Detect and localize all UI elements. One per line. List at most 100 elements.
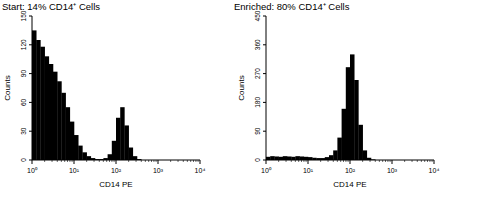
x-minor-tick: [145, 160, 146, 162]
y-tick: [29, 131, 32, 132]
x-minor-tick: [337, 160, 338, 162]
x-minor-tick: [94, 160, 95, 162]
x-minor-tick: [128, 160, 129, 162]
bar: [300, 156, 304, 160]
figure: Start: 14% CD14⁺ Cells030609012015010⁰10…: [0, 0, 500, 204]
x-minor-tick: [148, 160, 149, 162]
y-tick-label: 180: [254, 97, 261, 108]
y-tick-label: 120: [20, 39, 27, 50]
bar: [70, 122, 75, 160]
x-tick: [350, 160, 351, 164]
y-tick-label: 90: [20, 70, 27, 78]
x-minor-tick: [195, 160, 196, 162]
bar: [333, 150, 337, 160]
bar: [133, 156, 138, 160]
x-minor-tick: [301, 160, 302, 162]
bar: [329, 155, 334, 160]
x-minor-tick: [153, 160, 154, 162]
x-minor-tick: [156, 160, 157, 162]
chart-title: Start: 14% CD14⁺ Cells: [2, 1, 100, 12]
y-tick: [263, 102, 266, 103]
x-minor-tick: [103, 160, 104, 162]
x-tick: [116, 160, 117, 164]
bar: [283, 156, 288, 160]
x-minor-tick: [404, 160, 405, 162]
x-minor-tick: [429, 160, 430, 162]
x-minor-tick: [345, 160, 346, 162]
histogram-panel: Enriched: 80% CD14⁺ Cells090180270360450…: [234, 1, 439, 189]
x-minor-tick: [151, 160, 152, 162]
x-minor-tick: [72, 160, 73, 162]
bar: [32, 30, 37, 160]
x-minor-tick: [421, 160, 422, 162]
x-tick: [308, 160, 309, 164]
x-minor-tick: [424, 160, 425, 162]
x-minor-tick: [417, 160, 418, 162]
x-tick-label: 10¹: [69, 167, 80, 174]
x-minor-tick: [362, 160, 363, 162]
bar: [66, 107, 70, 160]
y-tick-label: 30: [20, 127, 27, 135]
x-minor-tick: [333, 160, 334, 162]
y-tick: [29, 73, 32, 74]
x-tick-label: 10⁰: [261, 167, 272, 174]
chart-title: Enriched: 80% CD14⁺ Cells: [234, 1, 350, 12]
x-minor-tick: [64, 160, 65, 162]
x-minor-tick: [114, 160, 115, 162]
y-axis-label: Counts: [237, 75, 246, 100]
x-minor-tick: [183, 160, 184, 162]
x-tick-label: 10³: [387, 167, 398, 174]
x-minor-tick: [170, 160, 171, 162]
x-minor-tick: [390, 160, 391, 162]
bar: [57, 81, 61, 160]
bar: [274, 156, 279, 160]
x-tick: [266, 160, 267, 164]
x-minor-tick: [348, 160, 349, 162]
x-minor-tick: [136, 160, 137, 162]
bar: [45, 56, 49, 160]
x-minor-tick: [52, 160, 53, 162]
bars: [32, 30, 141, 160]
x-minor-tick: [412, 160, 413, 162]
bar: [129, 148, 133, 160]
x-tick: [74, 160, 75, 164]
x-tick: [32, 160, 33, 164]
bar: [363, 150, 367, 160]
x-minor-tick: [427, 160, 428, 162]
bar: [354, 80, 358, 160]
x-axis-label: CD14 PE: [333, 180, 366, 189]
bars: [266, 54, 375, 160]
bar: [78, 146, 82, 160]
bar: [74, 135, 79, 160]
x-tick: [434, 160, 435, 164]
bar: [53, 72, 58, 160]
y-tick: [263, 16, 266, 17]
x-minor-tick: [141, 160, 142, 162]
y-axis-label: Counts: [3, 75, 12, 100]
y-tick-label: 60: [20, 98, 27, 106]
x-minor-tick: [109, 160, 110, 162]
bar: [287, 156, 292, 160]
x-minor-tick: [67, 160, 68, 162]
x-minor-tick: [86, 160, 87, 162]
y-tick-label: 0: [254, 158, 261, 162]
x-minor-tick: [178, 160, 179, 162]
x-tick-label: 10³: [153, 167, 164, 174]
y-tick-label: 90: [254, 127, 261, 135]
x-tick-label: 10²: [345, 167, 356, 174]
x-minor-tick: [379, 160, 380, 162]
x-minor-tick: [432, 160, 433, 162]
x-minor-tick: [278, 160, 279, 162]
x-minor-tick: [370, 160, 371, 162]
y-tick-label: 450: [254, 10, 261, 21]
x-tick-label: 10¹: [303, 167, 314, 174]
x-minor-tick: [340, 160, 341, 162]
x-tick: [392, 160, 393, 164]
x-minor-tick: [328, 160, 329, 162]
bar: [108, 154, 112, 160]
x-minor-tick: [111, 160, 112, 162]
x-tick: [200, 160, 201, 164]
x-axis-label: CD14 PE: [99, 180, 132, 189]
bar: [40, 47, 45, 160]
bar: [295, 156, 300, 160]
